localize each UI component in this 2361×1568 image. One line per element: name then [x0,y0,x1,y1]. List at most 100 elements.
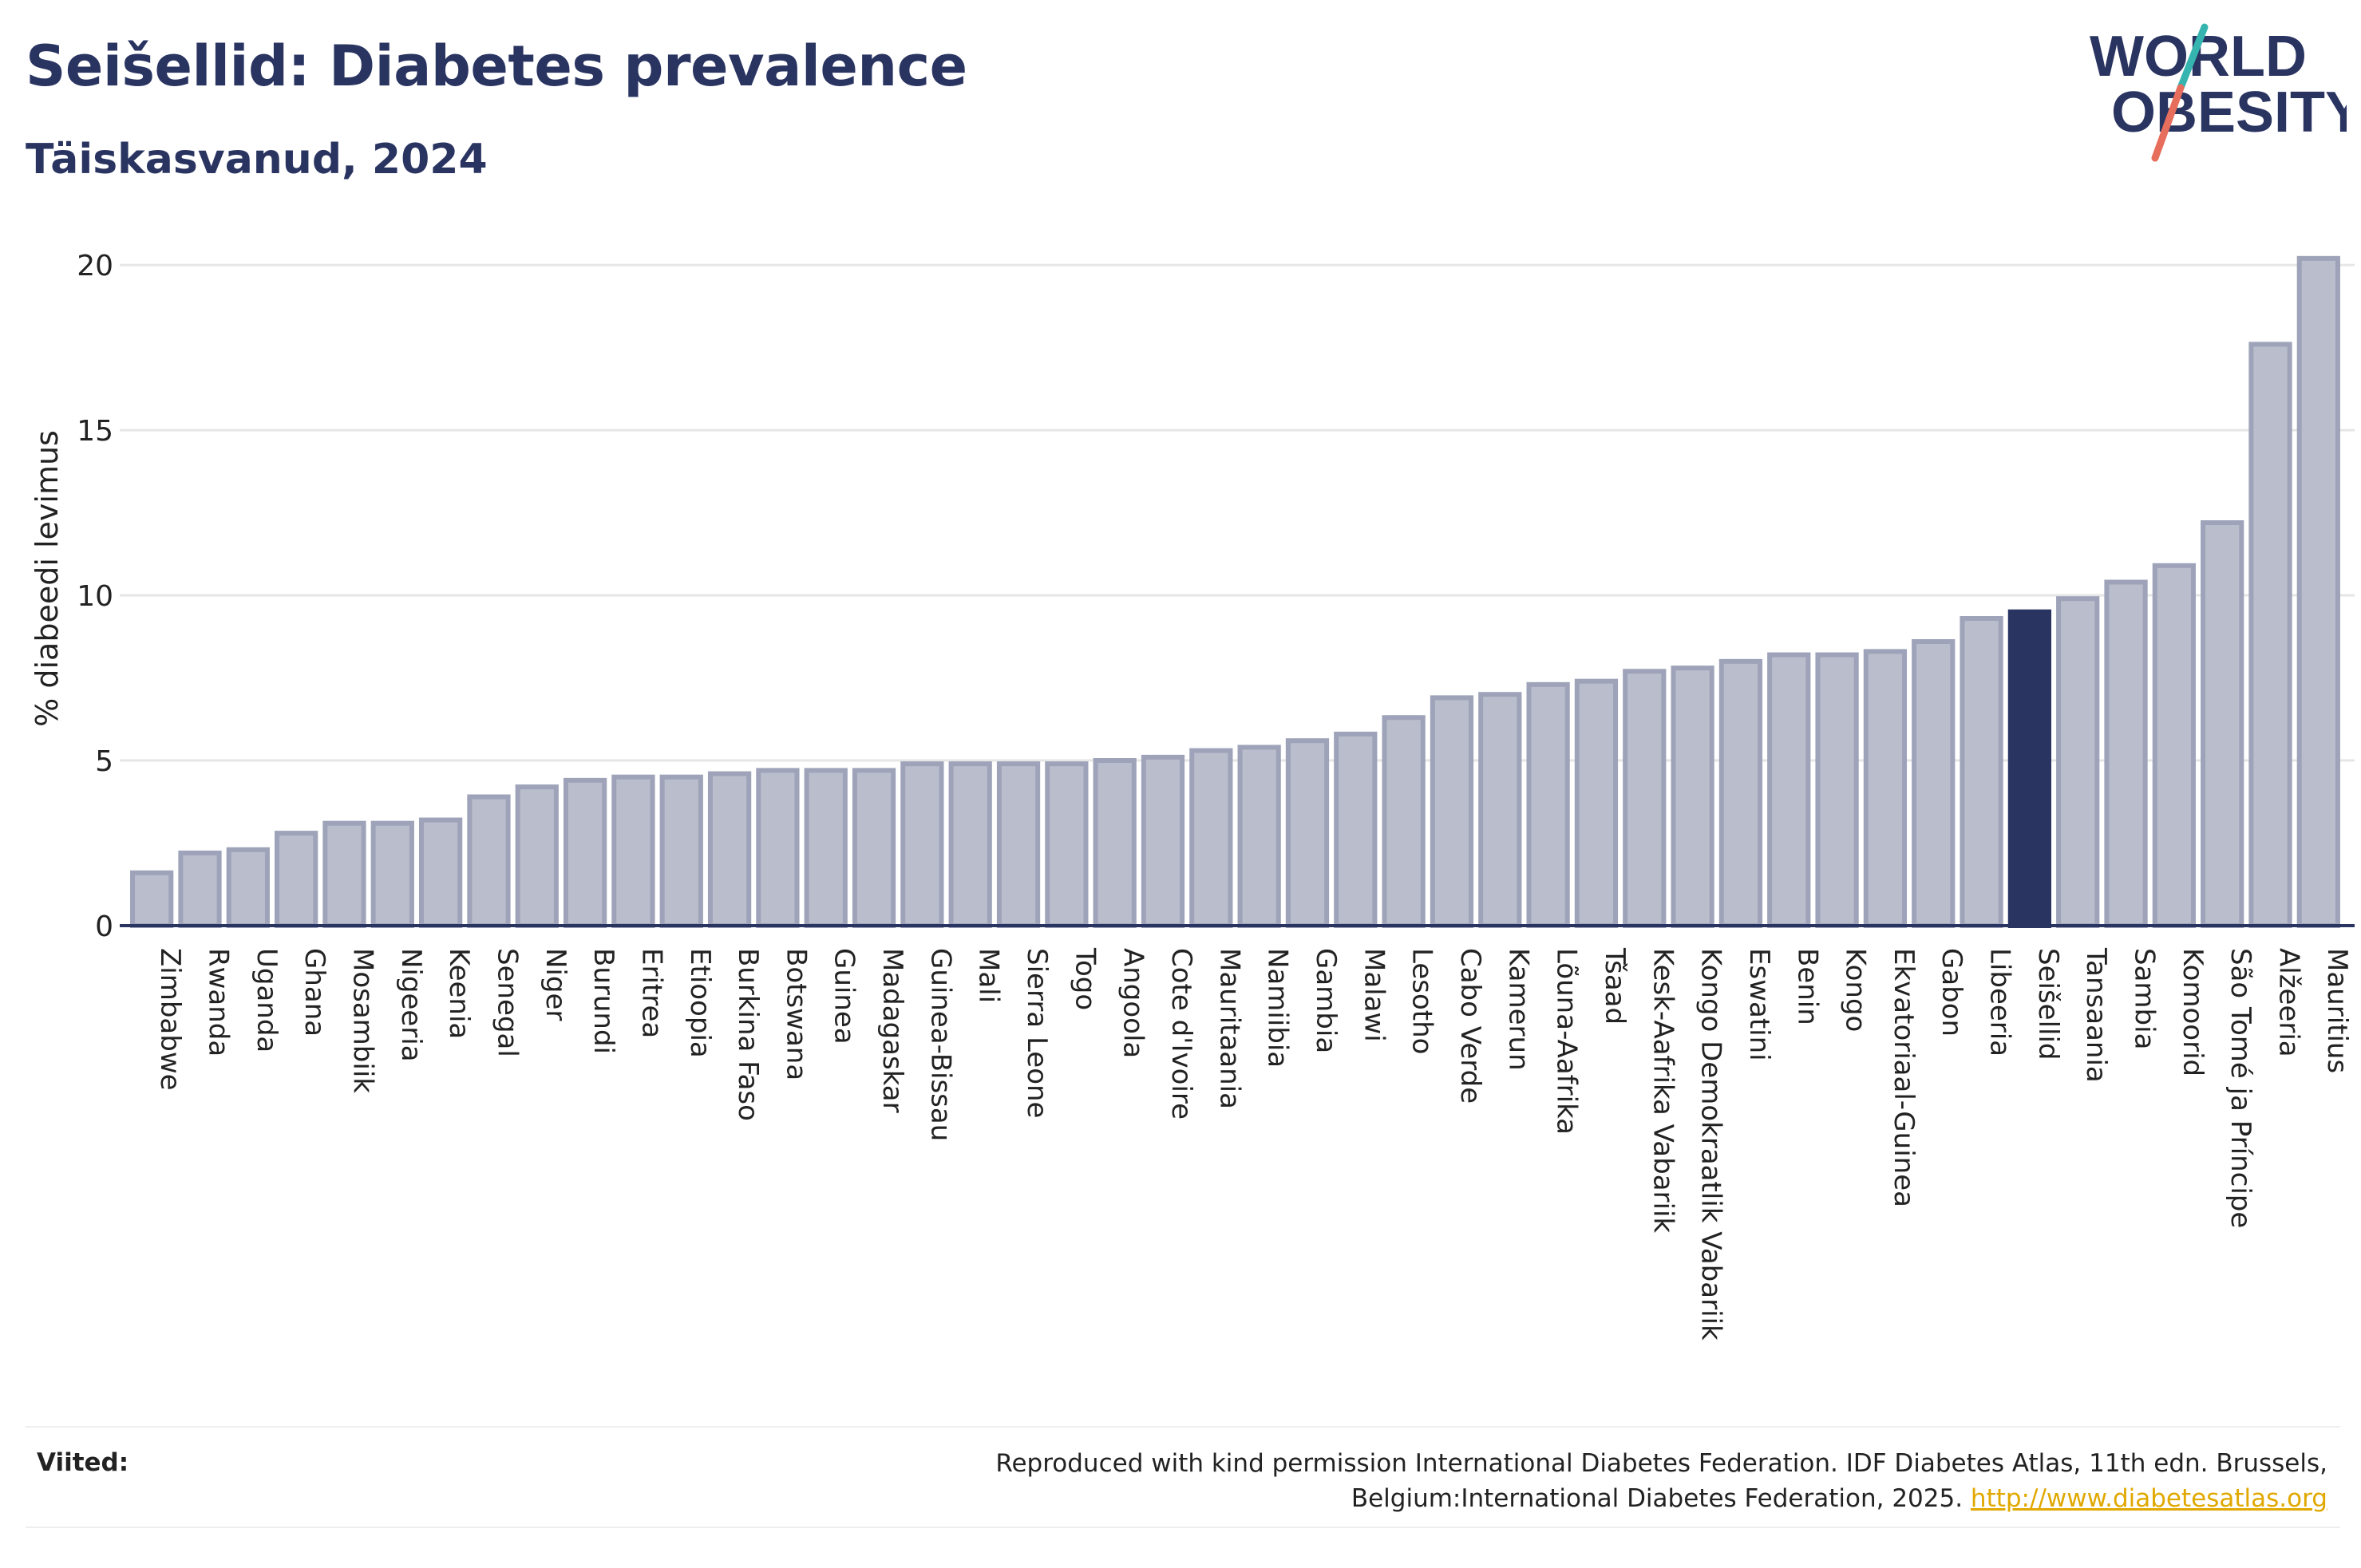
bar-tansaania[interactable] [2056,596,2100,928]
x-tick-label: Cabo Verde [1454,948,1486,1104]
bar-mauritius[interactable] [2296,255,2340,928]
x-tick-label: Libeeria [1984,948,2016,1057]
x-tick-label: Namiibia [1262,948,1294,1068]
bar-mosambiik[interactable] [322,820,366,929]
x-tick-label: Alžeeria [2273,948,2305,1057]
x-tick-label: Etioopia [684,948,716,1058]
logo-line-obesity: OBESITY [2111,81,2347,144]
bar-s-o-tom-ja-pr-ncipe[interactable] [2201,519,2244,928]
bar-guinea-bissau[interactable] [900,761,944,928]
bar-kesk-aafrika-vabariik[interactable] [1623,669,1667,928]
page-subtitle: Täiskasvanud, 2024 [26,136,488,184]
x-tick-label: Benin [1791,948,1823,1025]
bar-guinea[interactable] [804,768,848,928]
sources-link[interactable]: http://www.diabetesatlas.org [1970,1484,2327,1513]
bar-malawi[interactable] [1334,731,1378,928]
bar-botswana[interactable] [756,768,800,928]
bar-keenia[interactable] [418,817,463,929]
x-tick-label: São Tomé ja Príncipe [2225,948,2256,1228]
y-tick-label: 20 [77,250,113,282]
bar-sei-ellid[interactable] [2007,609,2052,929]
x-tick-label: Malawi [1358,948,1390,1042]
sources-label: Viited: [37,1448,129,1477]
x-tick-label: Burundi [587,948,619,1054]
y-tick-label: 0 [95,910,113,943]
sources-citation: Reproduced with kind permission Internat… [995,1449,2327,1513]
bar-gambia[interactable] [1285,738,1330,928]
x-tick-label: Ekvatoriaal-Guinea [1888,948,1920,1207]
x-tick-label: Gabon [1936,948,1968,1037]
y-axis-title: % diabeedi levimus [30,430,65,727]
x-tick-label: Niger [540,948,571,1021]
x-tick-label: Sierra Leone [1021,948,1053,1118]
bar-burundi[interactable] [563,777,607,929]
bar-sambia[interactable] [2104,579,2148,928]
x-tick-label: Angoola [1117,948,1149,1058]
bar-senegal[interactable] [467,794,511,929]
x-tick-label: Keenia [443,948,475,1039]
x-tick-label: Zimbabwe [154,948,186,1091]
x-tick-label: Sambia [2129,948,2161,1049]
x-tick-label: Uganda [251,948,283,1053]
x-tick-label: Guinea-Bissau [924,948,956,1141]
bar-mauritaania[interactable] [1189,748,1233,929]
bar-l-una-aafrika[interactable] [1526,681,1570,928]
x-tick-label: Nigeeria [395,948,427,1062]
bar-mali[interactable] [948,761,992,928]
x-tick-label: Komoorid [2177,948,2209,1076]
bar-ghana[interactable] [275,831,318,928]
bar-burkina-faso[interactable] [707,771,752,929]
bar-nigeeria[interactable] [370,820,414,929]
x-tick-label: Seišellid [2032,948,2064,1060]
x-tick-label: Madagaskar [876,948,908,1113]
bar-kongo-demokraatlik-vabariik[interactable] [1671,666,1714,928]
bar-zimbabwe[interactable] [130,870,174,929]
bar-angoola[interactable] [1093,758,1137,928]
x-tick-label: Mosambiik [346,948,378,1093]
footer-divider-top [26,1426,2340,1428]
bar-t-aad[interactable] [1574,678,1619,929]
page-title: Seišellid: Diabetes prevalence [26,34,967,99]
x-tick-label: Mauritaania [1213,948,1245,1109]
bar-cabo-verde[interactable] [1430,695,1474,928]
bar-namiibia[interactable] [1237,745,1281,928]
bar-komoorid[interactable] [2152,563,2196,928]
labels: 0 5 10 15 20 Zimbabwe Rwanda Uganda Ghana Mosambi… [30,250,2353,1341]
x-tick-label: Senegal [491,948,523,1057]
x-tick-label: Rwanda [202,948,234,1057]
x-tick-label: Lõuna-Aafrika [1551,948,1583,1135]
footer-divider-bottom [26,1527,2340,1528]
bar-lesotho[interactable] [1382,715,1426,928]
logo-slash-coral [2151,84,2185,162]
x-tick-label: Kamerun [1502,948,1534,1071]
world-obesity-logo[interactable]: WORLD OBESITY [2075,16,2347,176]
y-tick-label: 5 [95,745,113,778]
bar-niger[interactable] [515,784,559,928]
bar-kamerun[interactable] [1478,692,1522,928]
bar-chart: 0 5 10 15 20 Zimbabwe Rwanda Uganda Ghana Mosambi… [30,250,2355,1341]
bar-al-eeria[interactable] [2248,342,2292,929]
bar-madagaskar[interactable] [852,768,896,928]
bar-gabon[interactable] [1912,639,1956,928]
y-tick-label: 10 [77,580,113,613]
bar-togo[interactable] [1045,761,1089,928]
bar-cote-d-ivoire[interactable] [1141,754,1185,928]
bar-libeeria[interactable] [1960,616,2003,928]
bar-etioopia[interactable] [659,774,703,929]
x-tick-label: Kesk-Aafrika Vabariik [1647,948,1679,1233]
bar-ekvatoriaal-guinea[interactable] [1863,649,1908,928]
bar-rwanda[interactable] [178,850,222,928]
x-tick-label: Mali [973,948,1005,1003]
x-tick-label: Eswatini [1743,948,1775,1061]
logo-slash-teal [2177,23,2209,92]
bar-uganda[interactable] [226,847,270,928]
x-tick-label: Mauritius [2321,948,2353,1073]
bar-eritrea[interactable] [611,774,655,929]
x-tick-label: Tansaania [2080,947,2112,1083]
x-tick-label: Kongo Demokraatlik Vabariik [1695,948,1727,1341]
bar-benin[interactable] [1767,652,1811,929]
bar-kongo[interactable] [1815,652,1859,929]
y-tick-label: 15 [77,415,113,448]
bar-sierra-leone[interactable] [996,761,1041,928]
bar-eswatini[interactable] [1718,658,1763,928]
